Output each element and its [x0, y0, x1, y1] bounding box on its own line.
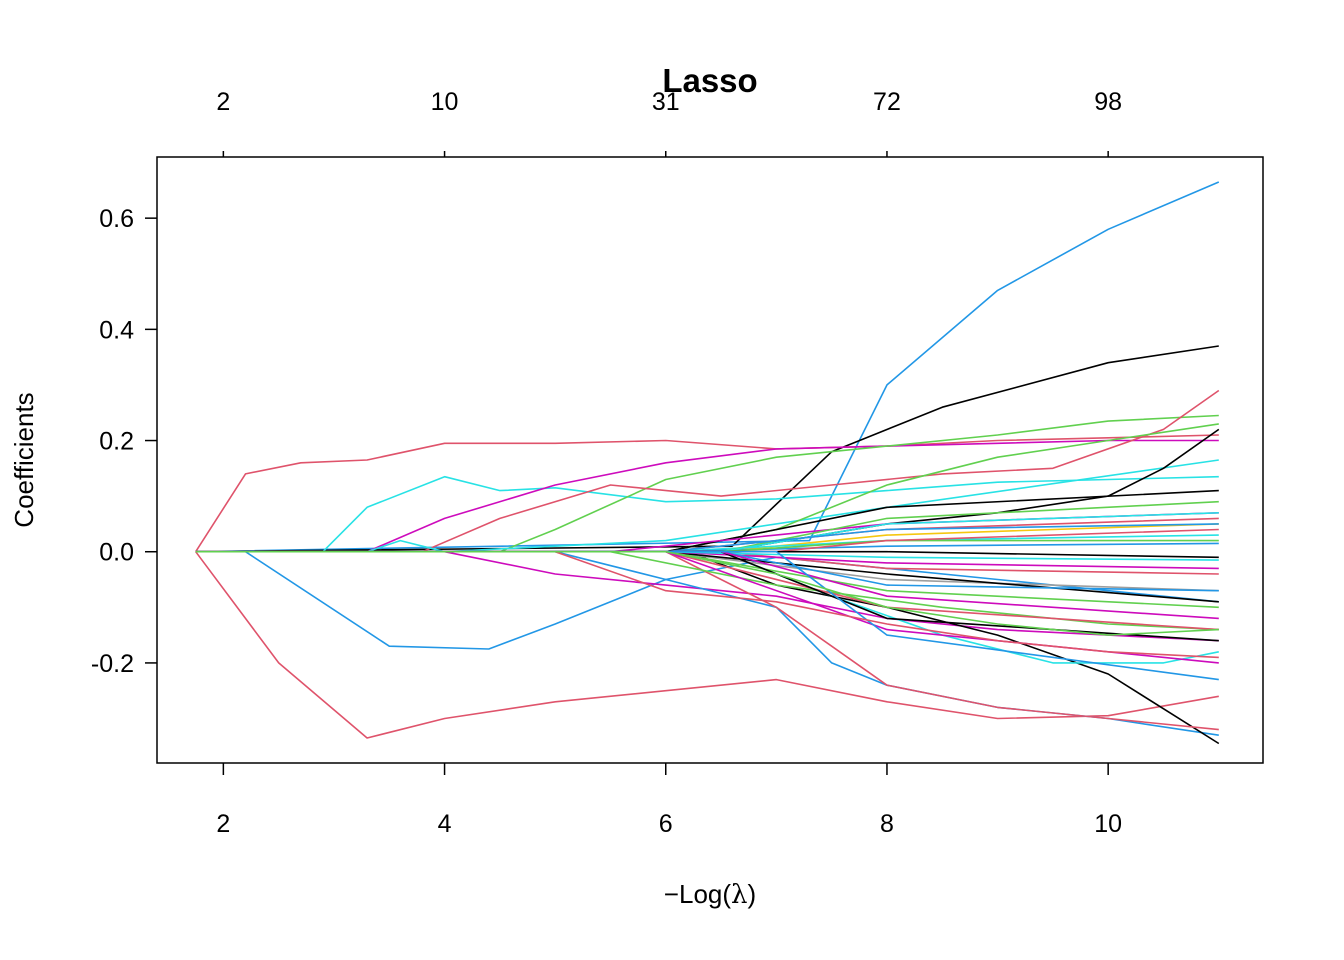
top-tick-label: 31 — [652, 88, 680, 116]
coefficient-path-44 — [195, 550, 1219, 636]
y-tick-label: 0.0 — [99, 539, 134, 567]
top-tick-label: 2 — [216, 88, 230, 116]
y-tick-label: 0.2 — [99, 428, 134, 456]
coefficient-path-9 — [195, 389, 1220, 553]
y-tick-label: 0.6 — [99, 205, 134, 233]
coefficient-path-12 — [195, 550, 1219, 736]
x-tick-label: 4 — [438, 810, 452, 838]
x-axis-label-prefix: −Log( — [664, 879, 732, 909]
chart-title: Lasso — [662, 62, 757, 99]
coefficient-path-11 — [195, 550, 1219, 642]
plot-frame — [156, 156, 1264, 764]
coefficient-path-43 — [195, 550, 1219, 659]
x-tick-label: 2 — [216, 810, 230, 838]
coefficient-path-2 — [195, 345, 1219, 553]
x-axis-label-suffix: ) — [748, 879, 757, 909]
top-tick-label: 98 — [1094, 88, 1122, 116]
coefficient-path-17 — [195, 550, 1219, 664]
y-tick-label: 0.4 — [99, 316, 134, 344]
coefficient-path-8 — [195, 414, 1219, 553]
coefficient-path-14 — [195, 550, 1219, 731]
coefficient-path-35 — [195, 550, 1219, 664]
coefficient-path-3 — [195, 434, 1219, 553]
axes: 2 4 6 8 10 2 10 31 72 98 0.6 0.4 0.2 0.0 -0.2 — [91, 88, 1122, 838]
y-axis-label: Coefficients — [9, 392, 39, 527]
x-axis-label: −Log(λ) — [664, 879, 756, 910]
coefficient-path-34 — [195, 550, 1219, 642]
x-tick-label: 10 — [1094, 810, 1122, 838]
y-tick-label: -0.2 — [91, 650, 134, 678]
top-tick-label: 72 — [873, 88, 901, 116]
lambda-symbol: λ — [731, 880, 747, 910]
coefficient-path-7 — [195, 439, 1219, 553]
coefficient-path-4 — [195, 551, 1219, 739]
x-tick-label: 6 — [659, 810, 673, 838]
x-tick-label: 8 — [880, 810, 894, 838]
coefficient-path-1 — [195, 181, 1220, 553]
series-lines — [195, 181, 1220, 745]
coefficient-path-6 — [195, 475, 1219, 553]
top-tick-label: 10 — [431, 88, 459, 116]
